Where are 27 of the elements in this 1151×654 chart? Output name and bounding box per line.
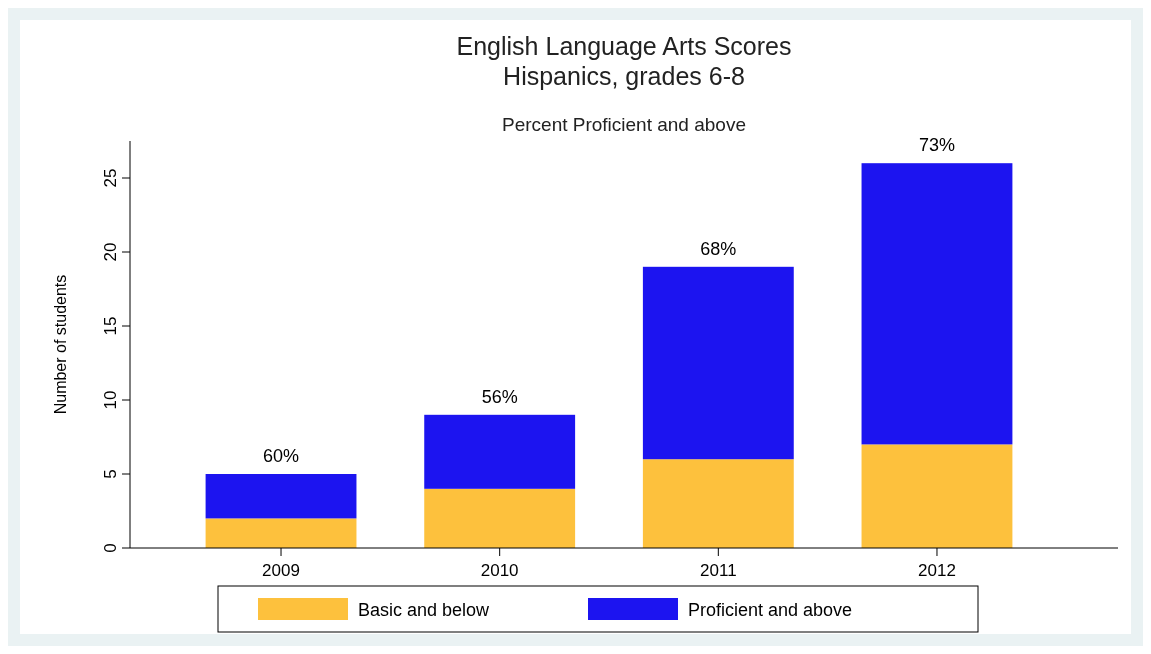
bar <box>861 444 1013 548</box>
bar <box>205 474 357 519</box>
bar <box>861 163 1013 445</box>
bar <box>642 459 794 548</box>
y-tick-label: 15 <box>101 316 120 336</box>
y-axis-title: Number of students <box>52 274 69 415</box>
bar <box>424 414 576 489</box>
x-tick-label: 2012 <box>918 561 956 580</box>
x-tick-label: 2009 <box>262 561 300 580</box>
annotation: 68% <box>700 238 737 259</box>
bar <box>642 266 794 460</box>
chart-subtitle: Percent Proficient and above <box>502 114 746 135</box>
bar <box>205 518 357 548</box>
legend-label: Basic and below <box>358 600 491 620</box>
x-tick-label: 2010 <box>480 561 519 580</box>
y-tick-label: 0 <box>101 543 120 553</box>
y-tick-label: 5 <box>101 469 120 479</box>
annotation: 73% <box>918 135 955 156</box>
chart-title: English Language Arts Scores Hispanics, grades 6-8 <box>456 32 792 90</box>
bar <box>424 488 576 548</box>
x-tick-label: 2011 <box>700 561 737 580</box>
annotation: 60% <box>263 446 300 466</box>
legend-label: Proficient and above <box>688 600 853 620</box>
y-tick-label: 20 <box>101 242 120 262</box>
annotation: 56% <box>481 386 518 407</box>
y-tick-label: 25 <box>101 168 120 188</box>
y-tick-label: 10 <box>101 390 120 410</box>
